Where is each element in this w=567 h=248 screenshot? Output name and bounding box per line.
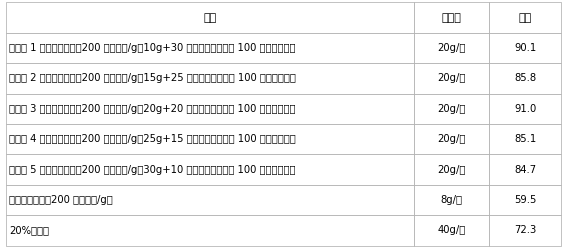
Text: 药剂: 药剂 [203, 13, 217, 23]
Bar [489, 185, 561, 215]
Bar [414, 63, 489, 94]
Text: 20g/亩: 20g/亩 [437, 165, 466, 175]
Bar [6, 154, 414, 185]
Bar [489, 63, 561, 94]
Text: 72.3: 72.3 [514, 225, 536, 235]
Text: 20g/亩: 20g/亩 [437, 134, 466, 144]
Bar [6, 33, 414, 63]
Text: 20%嘧菌酯: 20%嘧菌酯 [9, 225, 49, 235]
Text: 90.1: 90.1 [514, 43, 536, 53]
Bar [6, 94, 414, 124]
Text: 20g/亩: 20g/亩 [437, 73, 466, 83]
Bar [489, 94, 561, 124]
Text: 20g/亩: 20g/亩 [437, 43, 466, 53]
Text: 40g/亩: 40g/亩 [438, 225, 466, 235]
Bar [489, 33, 561, 63]
Bar [6, 185, 414, 215]
Bar [414, 185, 489, 215]
Text: 组合物 5 枯草芽孢杆菌（200 亿活芽孢/g）30g+10 克嘧菌酯原药配成 100 克可湿性粉剂: 组合物 5 枯草芽孢杆菌（200 亿活芽孢/g）30g+10 克嘧菌酯原药配成 … [9, 165, 295, 175]
Bar [489, 2, 561, 33]
Bar [414, 154, 489, 185]
Text: 防效: 防效 [519, 13, 532, 23]
Bar [414, 33, 489, 63]
Text: 85.1: 85.1 [514, 134, 536, 144]
Text: 91.0: 91.0 [514, 104, 536, 114]
Text: 84.7: 84.7 [514, 165, 536, 175]
Bar [414, 215, 489, 246]
Bar [6, 124, 414, 154]
Text: 59.5: 59.5 [514, 195, 536, 205]
Text: 8g/亩: 8g/亩 [441, 195, 463, 205]
Text: 使用量: 使用量 [442, 13, 462, 23]
Bar [414, 2, 489, 33]
Text: 组合物 4 枯草芽孢杆菌（200 亿活芽孢/g）25g+15 克嘧菌酯原药配成 100 克可湿性粉剂: 组合物 4 枯草芽孢杆菌（200 亿活芽孢/g）25g+15 克嘧菌酯原药配成 … [9, 134, 296, 144]
Bar [6, 2, 414, 33]
Text: 组合物 3 枯草芽孢杆菌（200 亿活芽孢/g）20g+20 克嘧菌酯原药配成 100 克水分散粒剂: 组合物 3 枯草芽孢杆菌（200 亿活芽孢/g）20g+20 克嘧菌酯原药配成 … [9, 104, 295, 114]
Bar [414, 124, 489, 154]
Bar [489, 154, 561, 185]
Text: 20g/亩: 20g/亩 [437, 104, 466, 114]
Bar [489, 215, 561, 246]
Text: 85.8: 85.8 [514, 73, 536, 83]
Text: 组合物 2 枯草芽孢杆菌（200 亿活芽孢/g）15g+25 克嘧菌酯原药配成 100 克可湿性粉剂: 组合物 2 枯草芽孢杆菌（200 亿活芽孢/g）15g+25 克嘧菌酯原药配成 … [9, 73, 296, 83]
Bar [489, 124, 561, 154]
Text: 组合物 1 枯草芽孢杆菌（200 亿活芽孢/g）10g+30 克嘧菌酯原药配成 100 克水分散粒剂: 组合物 1 枯草芽孢杆菌（200 亿活芽孢/g）10g+30 克嘧菌酯原药配成 … [9, 43, 295, 53]
Bar [414, 94, 489, 124]
Bar [6, 63, 414, 94]
Bar [6, 215, 414, 246]
Text: 枯草芽孢杆菌（200 亿活芽孢/g）: 枯草芽孢杆菌（200 亿活芽孢/g） [9, 195, 113, 205]
